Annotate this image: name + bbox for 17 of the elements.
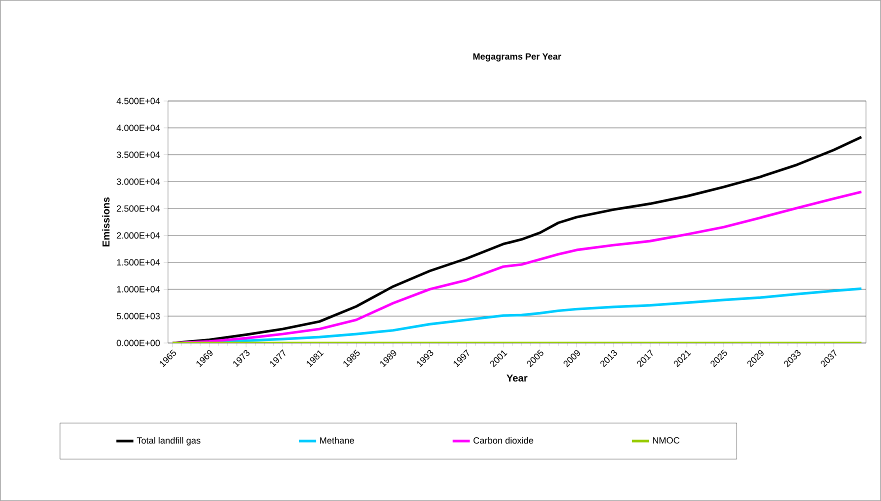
- legend-label: Methane: [320, 437, 354, 444]
- legend-label: Total landfill gas: [136, 437, 200, 446]
- y-axis-title: Emissions: [102, 197, 110, 246]
- y-tick-label: 2.000E+04: [116, 232, 160, 239]
- y-tick-label: 3.500E+04: [116, 152, 160, 158]
- chart-title: Megagrams Per Year: [473, 53, 562, 62]
- y-tick-label: 3.000E+04: [116, 178, 160, 185]
- y-tick-label: 4.500E+04: [116, 98, 160, 104]
- legend-label: Carbon dioxide: [474, 437, 534, 444]
- y-tick-label: 4.000E+04: [116, 124, 160, 132]
- y-tick-label: 2.500E+04: [116, 205, 160, 212]
- y-tick-label: 0.000E+00: [116, 340, 160, 346]
- x-axis-title: Year: [506, 374, 528, 382]
- y-tick-label: 5.000E+03: [116, 312, 160, 320]
- legend-label: NMOC: [653, 437, 680, 444]
- y-tick-label: 1.000E+04: [117, 286, 160, 292]
- y-tick-label: 1.500E+04: [117, 259, 160, 266]
